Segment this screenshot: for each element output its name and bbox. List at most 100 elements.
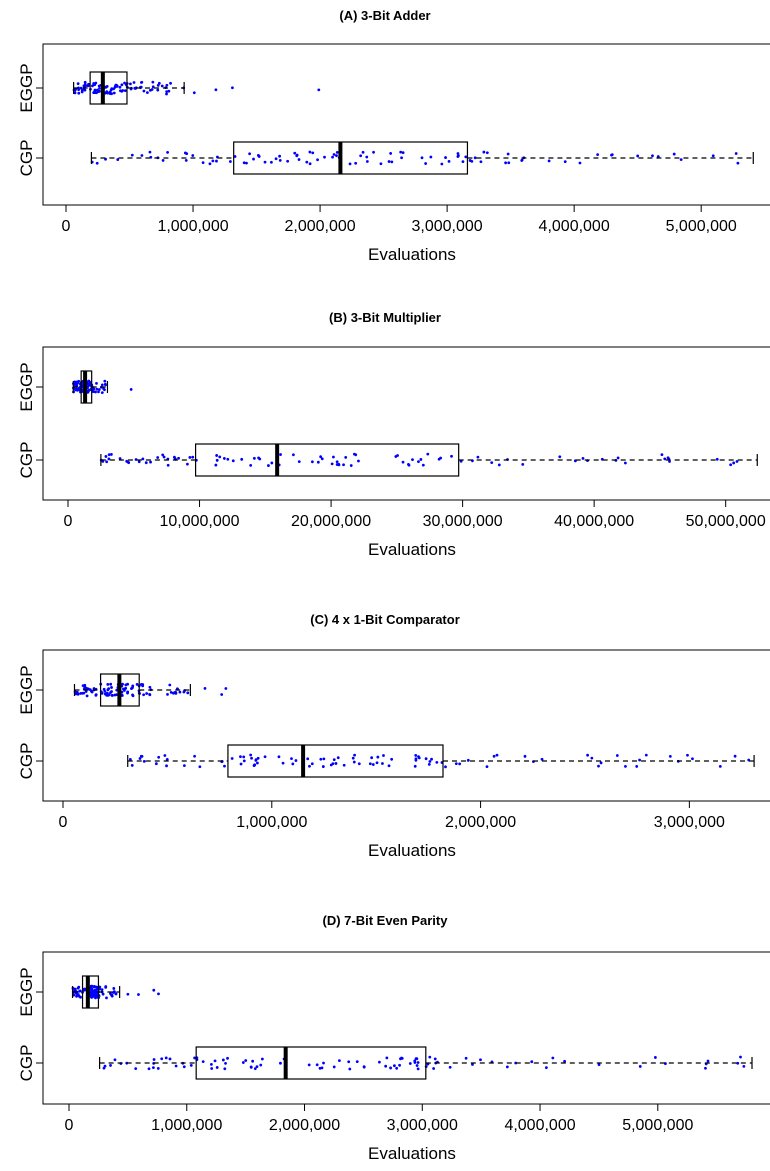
data-point	[316, 158, 319, 162]
data-point	[253, 1067, 257, 1071]
data-point	[401, 460, 405, 464]
data-point	[353, 753, 356, 757]
data-point	[109, 1064, 112, 1067]
data-point	[279, 1061, 282, 1065]
data-point	[711, 154, 715, 158]
y-category-label: EGGP	[17, 967, 36, 1016]
data-point	[102, 687, 106, 691]
data-point	[263, 160, 267, 164]
data-point	[372, 150, 375, 154]
data-point	[166, 463, 170, 467]
boxplot-cgp	[90, 141, 754, 175]
data-point	[104, 455, 108, 458]
data-point	[293, 151, 297, 155]
data-point	[278, 158, 282, 162]
outlier-point	[137, 993, 140, 996]
x-tick-label: 0	[59, 814, 68, 831]
data-point	[286, 159, 290, 163]
x-tick-label: 4,000,000	[539, 218, 610, 235]
data-point	[666, 456, 670, 460]
data-point	[104, 383, 107, 387]
data-point	[377, 1060, 381, 1064]
data-point	[417, 756, 421, 760]
data-point	[672, 152, 676, 156]
data-point	[357, 459, 360, 463]
data-point	[586, 753, 590, 757]
data-point	[157, 81, 161, 85]
data-point	[83, 685, 87, 689]
data-point	[82, 691, 86, 695]
data-point	[485, 151, 489, 155]
data-point	[147, 1067, 151, 1071]
data-point	[332, 455, 335, 459]
data-point	[448, 1065, 452, 1069]
data-point	[118, 85, 122, 89]
data-point	[421, 463, 425, 467]
data-point	[691, 757, 694, 761]
data-point	[398, 1063, 401, 1067]
data-point	[464, 1056, 468, 1060]
data-point	[335, 463, 339, 466]
data-point	[348, 162, 352, 166]
data-point	[94, 81, 98, 85]
data-point	[331, 762, 335, 766]
data-point	[231, 459, 235, 463]
data-point	[416, 1067, 420, 1071]
data-point	[75, 994, 78, 998]
data-point	[368, 762, 372, 766]
data-point	[384, 1064, 388, 1068]
data-point	[77, 379, 81, 383]
data-point	[277, 755, 281, 759]
data-point	[435, 761, 439, 764]
data-point	[558, 455, 562, 459]
data-point	[106, 91, 109, 95]
outlier-point	[157, 992, 160, 996]
data-point	[98, 985, 102, 989]
data-point	[165, 757, 169, 761]
data-point	[291, 453, 295, 457]
data-point	[95, 986, 99, 989]
data-point	[521, 462, 525, 466]
data-point	[610, 153, 614, 156]
data-point	[151, 1066, 155, 1070]
data-point	[464, 155, 468, 159]
x-tick-label: 0	[65, 1117, 74, 1134]
data-point	[413, 764, 417, 768]
data-point	[76, 82, 80, 86]
data-point	[210, 1062, 213, 1066]
data-point	[124, 683, 128, 687]
data-point	[141, 457, 145, 461]
data-point	[164, 1056, 168, 1060]
data-point	[320, 1066, 324, 1070]
data-point	[193, 754, 196, 758]
data-point	[191, 154, 195, 157]
data-point	[102, 1066, 106, 1070]
y-category-label: CGP	[17, 140, 36, 177]
data-point	[365, 155, 369, 159]
data-point	[335, 150, 339, 154]
data-point	[653, 1056, 657, 1059]
data-point	[120, 89, 124, 93]
data-point	[396, 454, 399, 457]
data-point	[142, 693, 146, 697]
x-axis-label: Evaluations	[368, 245, 456, 264]
data-point	[128, 758, 132, 761]
data-point	[413, 1059, 417, 1063]
outlier-point	[224, 687, 228, 690]
data-point	[281, 761, 285, 765]
data-point	[107, 457, 111, 461]
data-point	[201, 1060, 205, 1063]
data-point	[332, 1065, 336, 1069]
data-point	[444, 156, 447, 159]
data-point	[94, 693, 98, 697]
y-category-label: CGP	[17, 743, 36, 780]
data-point	[107, 453, 111, 457]
data-point	[92, 993, 96, 997]
data-point	[110, 453, 113, 456]
data-point	[222, 457, 226, 460]
data-point	[551, 1056, 555, 1060]
data-point	[137, 460, 141, 464]
outlier-point	[126, 992, 130, 996]
data-point	[540, 757, 544, 761]
